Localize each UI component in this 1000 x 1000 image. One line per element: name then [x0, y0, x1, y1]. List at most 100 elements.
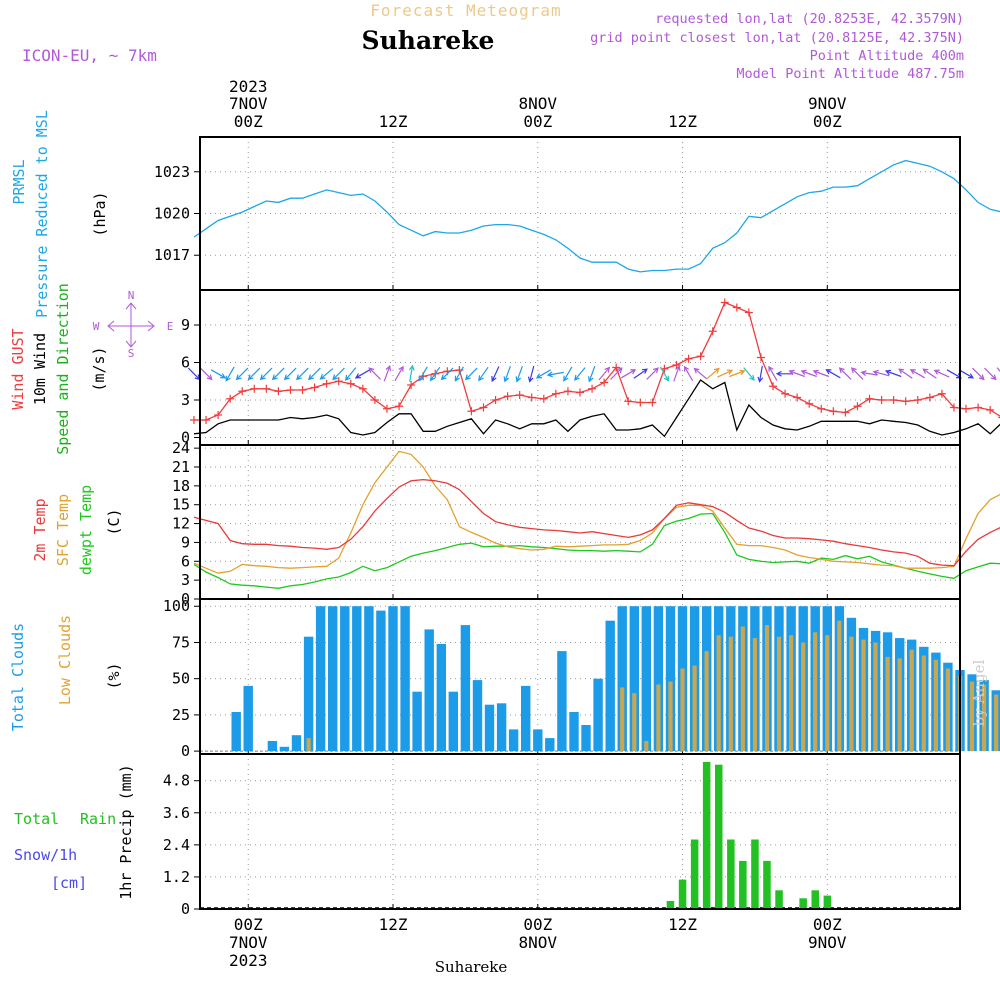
y-tick-label: 21	[172, 458, 190, 476]
wind-direction-arrow	[247, 367, 261, 381]
compass-s: S	[128, 347, 135, 360]
precip-bar	[715, 764, 723, 909]
top-hour-label: 00Z	[813, 112, 842, 131]
y-tick-label: 0	[181, 742, 190, 760]
wind-direction-arrow	[673, 365, 681, 382]
y-tick-label: 50	[172, 670, 190, 688]
wind-direction-arrow	[958, 369, 975, 379]
precip-bar	[678, 879, 687, 909]
cloud-label-total: Total Clouds	[9, 623, 27, 731]
low-cloud-bar	[933, 659, 938, 752]
chart-subtitle: Forecast Meteogram	[370, 1, 561, 20]
total-cloud-bar	[508, 729, 519, 752]
pressure-label-long: Pressure Reduced to MSL	[33, 110, 51, 318]
precip-bar	[751, 839, 759, 909]
low-cloud-bar	[969, 681, 975, 752]
legend-rain: Rain	[80, 810, 116, 828]
wind-direction-arrow	[610, 367, 623, 380]
compass-n: N	[128, 289, 135, 302]
wind-direction-arrow	[235, 367, 249, 381]
top-hour-label: 00Z	[234, 112, 263, 131]
gust-marker	[407, 381, 416, 389]
wind-direction-arrow	[418, 366, 428, 382]
low-cloud-bar	[849, 636, 854, 752]
gust-marker	[877, 396, 886, 404]
y-tick-label: 18	[172, 477, 190, 495]
precip-bar	[739, 860, 747, 909]
top-date-label: 9NOV	[808, 94, 847, 113]
precip-bar	[811, 890, 819, 909]
precip-bar	[666, 901, 675, 909]
gust-marker	[756, 353, 765, 362]
wind-direction-arrow	[546, 371, 564, 378]
footer-location: Suhareke	[435, 958, 508, 976]
gust-marker	[370, 396, 379, 404]
precip-bar	[763, 860, 771, 909]
temp-label-2m: 2m Temp	[31, 498, 49, 561]
precip-ylabel: 1hr Precip (mm)	[117, 764, 135, 899]
y-tick-label: 6	[181, 354, 190, 372]
total-cloud-bar	[653, 606, 664, 752]
total-cloud-bar	[448, 691, 458, 752]
gust-marker	[334, 377, 343, 386]
wind-label-gust: Wind GUST	[9, 328, 27, 409]
gust-marker	[322, 379, 331, 388]
wind-unit: (m/s)	[90, 346, 108, 391]
wind-direction-arrow	[283, 367, 297, 381]
panel-frame	[199, 444, 961, 600]
total-cloud-bar	[617, 606, 627, 752]
low-cloud-bar	[620, 687, 625, 752]
y-tick-label: 15	[172, 496, 190, 514]
wind-direction-arrow	[838, 367, 852, 380]
total-cloud-bar	[557, 651, 567, 752]
wind-direction-arrow	[984, 367, 997, 381]
top-hour-label: 00Z	[523, 112, 552, 131]
wind-direction-arrow	[898, 368, 913, 379]
wind-direction-arrow	[850, 367, 864, 380]
precip-bar	[727, 839, 735, 909]
gust-marker	[732, 303, 741, 312]
wind-direction-arrow	[574, 367, 586, 381]
wind-direction-arrow	[588, 365, 596, 383]
gust-marker	[612, 363, 621, 372]
total-cloud-bar	[352, 606, 362, 752]
gust-marker	[358, 384, 367, 393]
model-label: ICON-EU, ~ 7km	[22, 46, 157, 65]
y-tick-label: 100	[163, 597, 190, 615]
gust-marker	[949, 403, 958, 412]
low-cloud-bar	[945, 668, 950, 752]
wind-direction-arrow	[429, 366, 441, 382]
wind-direction-arrow	[383, 365, 392, 382]
gust-marker	[539, 394, 548, 403]
compass-w: W	[93, 320, 100, 333]
total-cloud-bar	[243, 685, 253, 752]
legend-total: Total	[14, 810, 59, 828]
gust-marker	[962, 404, 971, 413]
top-date-label: 7NOV	[229, 94, 268, 113]
low-cloud-bar	[728, 636, 733, 752]
top-hour-label: 12Z	[379, 112, 408, 131]
total-cloud-bar	[593, 678, 603, 752]
gust-marker	[527, 393, 536, 402]
y-tick-label: 1020	[154, 205, 190, 223]
wind-direction-arrow	[872, 369, 890, 377]
sfc-temp-line	[193, 450, 1000, 574]
gust-marker	[515, 391, 524, 399]
wind-label-10m: 10m Wind	[31, 333, 49, 405]
gust-marker	[503, 392, 512, 401]
wind-direction-arrow	[503, 365, 511, 383]
wind-direction-arrow	[464, 367, 478, 381]
total-cloud-bar	[533, 729, 543, 752]
compass-e: E	[167, 320, 174, 333]
legend-snow: Snow/1h	[14, 846, 77, 864]
gust-marker	[986, 406, 995, 414]
low-cloud-bar	[740, 626, 745, 752]
total-cloud-bar	[496, 703, 507, 752]
low-cloud-bar	[306, 738, 311, 752]
wind-direction-arrow	[757, 365, 764, 383]
gust-marker	[250, 384, 259, 393]
wind-direction-arrow	[633, 368, 648, 379]
precip-labels: Total Rain Snow/1h [cm] 1hr Precip (mm)	[14, 764, 135, 899]
total-cloud-bar	[605, 620, 615, 752]
